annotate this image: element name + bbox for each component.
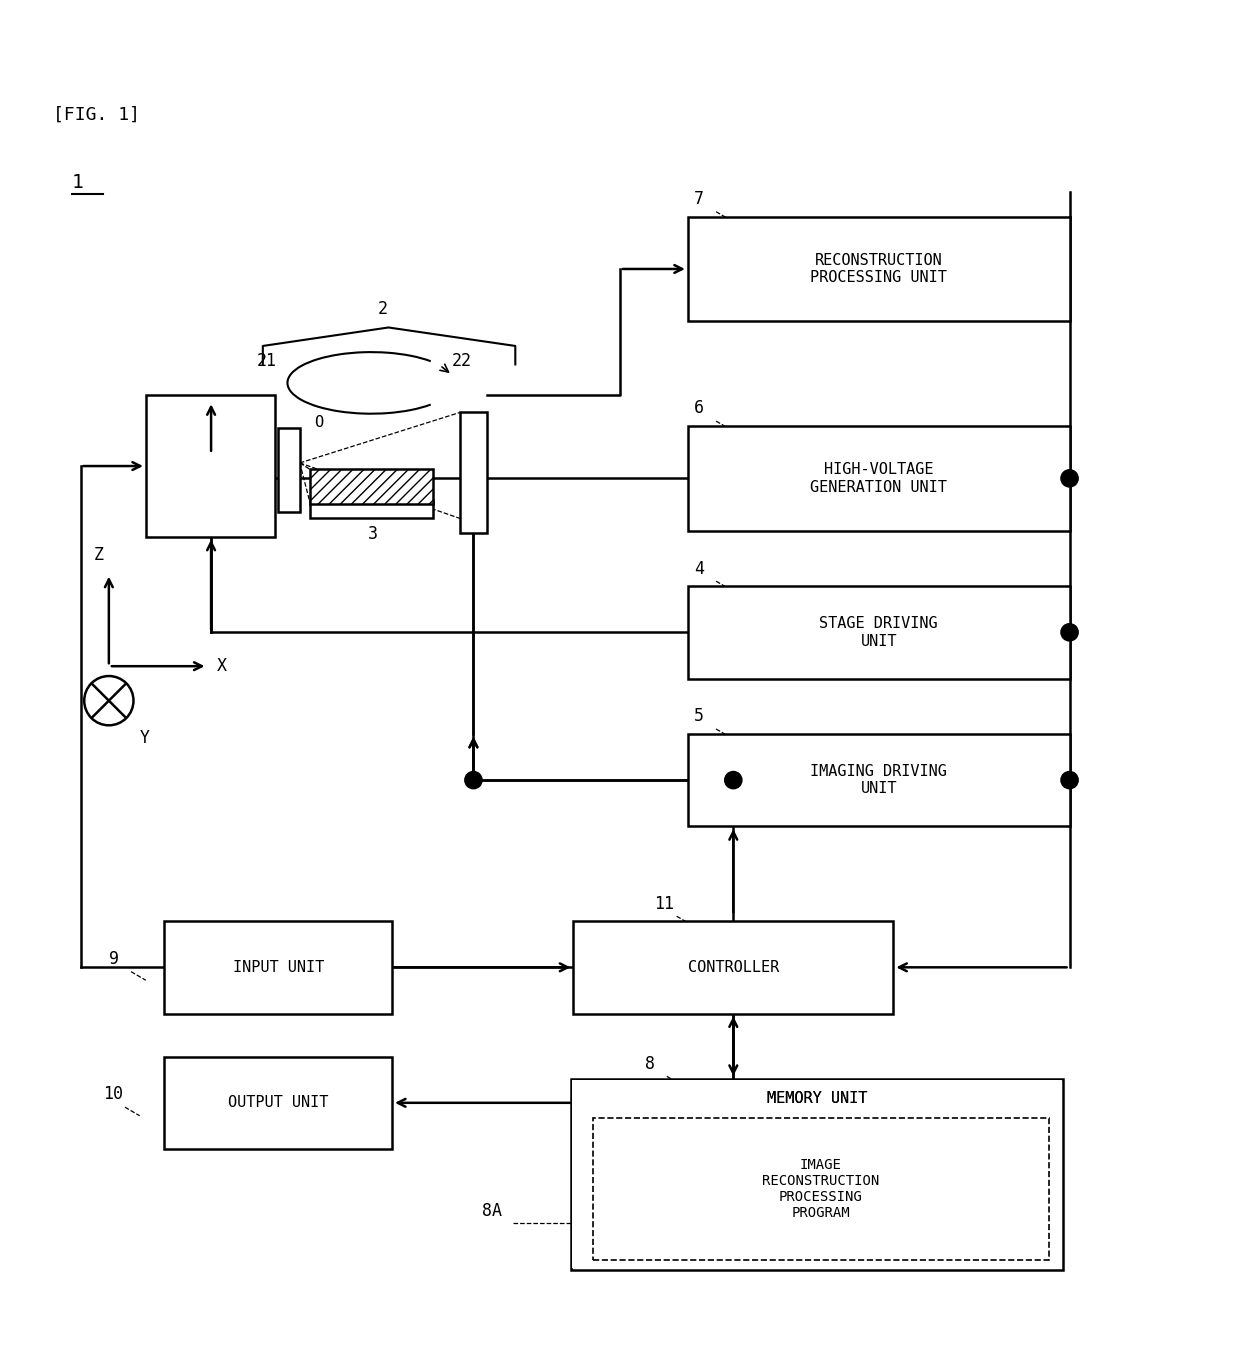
Text: Y: Y [140,729,150,746]
FancyBboxPatch shape [570,1079,1064,1270]
Text: 4: 4 [694,559,704,578]
Text: STAGE DRIVING
UNIT: STAGE DRIVING UNIT [820,616,937,649]
FancyBboxPatch shape [460,413,487,533]
Text: [FIG. 1]: [FIG. 1] [53,106,140,123]
FancyBboxPatch shape [278,429,300,512]
Text: HIGH-VOLTAGE
GENERATION UNIT: HIGH-VOLTAGE GENERATION UNIT [810,463,947,494]
Text: IMAGE
RECONSTRUCTION
PROCESSING
PROGRAM: IMAGE RECONSTRUCTION PROCESSING PROGRAM [763,1158,879,1220]
FancyBboxPatch shape [310,499,433,518]
Text: INPUT UNIT: INPUT UNIT [233,959,324,974]
Text: Z: Z [94,547,104,565]
Text: 8: 8 [645,1054,655,1072]
FancyBboxPatch shape [688,586,1070,678]
Text: MEMORY UNIT: MEMORY UNIT [766,1167,867,1182]
FancyBboxPatch shape [572,1080,1063,1269]
FancyBboxPatch shape [573,921,894,1014]
Text: 9: 9 [109,950,119,968]
Text: 1: 1 [72,172,83,191]
FancyBboxPatch shape [310,470,433,503]
FancyBboxPatch shape [688,734,1070,826]
Circle shape [465,772,482,788]
Text: X: X [217,657,227,676]
Text: O: O [315,415,324,430]
FancyBboxPatch shape [164,921,392,1014]
Text: IMAGING DRIVING
UNIT: IMAGING DRIVING UNIT [810,764,947,797]
Text: 10: 10 [103,1086,123,1103]
FancyBboxPatch shape [688,426,1070,531]
Text: CONTROLLER: CONTROLLER [688,959,779,974]
FancyBboxPatch shape [164,1057,392,1149]
Text: RECONSTRUCTION
PROCESSING UNIT: RECONSTRUCTION PROCESSING UNIT [810,252,947,285]
FancyBboxPatch shape [146,395,275,537]
FancyBboxPatch shape [688,217,1070,322]
Text: 5: 5 [694,707,704,725]
Text: 3: 3 [367,525,377,543]
Text: 8A: 8A [482,1202,502,1220]
Text: 11: 11 [655,894,675,912]
Text: OUTPUT UNIT: OUTPUT UNIT [228,1095,329,1110]
Text: 21: 21 [257,351,277,369]
Text: 6: 6 [694,399,704,418]
Circle shape [1061,772,1078,788]
Text: MEMORY UNIT: MEMORY UNIT [766,1091,867,1106]
Circle shape [1061,470,1078,487]
Text: 2: 2 [377,300,387,318]
Text: 7: 7 [694,190,704,208]
Circle shape [724,772,742,788]
FancyBboxPatch shape [593,1118,1049,1259]
Text: MEMORY UNIT: MEMORY UNIT [766,1091,867,1106]
Circle shape [1061,624,1078,641]
Text: 22: 22 [451,351,471,369]
